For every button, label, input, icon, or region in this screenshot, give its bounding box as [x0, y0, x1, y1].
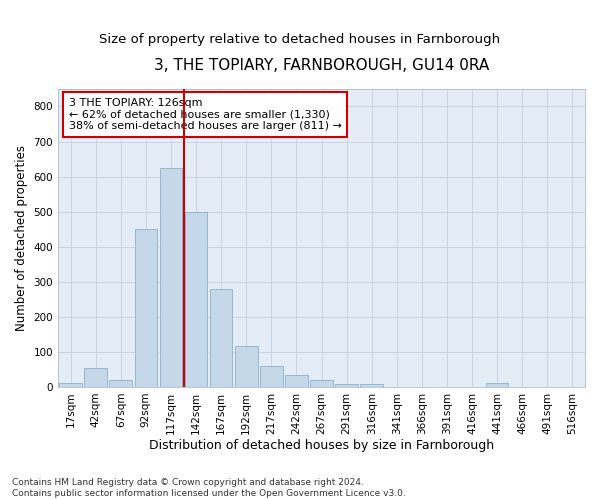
Bar: [260, 366, 283, 387]
Bar: [185, 212, 208, 387]
Bar: [59, 384, 82, 387]
Bar: [235, 346, 257, 387]
Bar: [85, 368, 107, 387]
Bar: [160, 168, 182, 387]
Title: 3, THE TOPIARY, FARNBOROUGH, GU14 0RA: 3, THE TOPIARY, FARNBOROUGH, GU14 0RA: [154, 58, 489, 72]
Bar: [285, 374, 308, 387]
Bar: [486, 384, 508, 387]
X-axis label: Distribution of detached houses by size in Farnborough: Distribution of detached houses by size …: [149, 440, 494, 452]
Bar: [134, 229, 157, 387]
Bar: [109, 380, 132, 387]
Text: Size of property relative to detached houses in Farnborough: Size of property relative to detached ho…: [100, 32, 500, 46]
Text: 3 THE TOPIARY: 126sqm
← 62% of detached houses are smaller (1,330)
38% of semi-d: 3 THE TOPIARY: 126sqm ← 62% of detached …: [68, 98, 341, 131]
Bar: [335, 384, 358, 387]
Bar: [210, 289, 232, 387]
Bar: [361, 384, 383, 387]
Text: Contains HM Land Registry data © Crown copyright and database right 2024.
Contai: Contains HM Land Registry data © Crown c…: [12, 478, 406, 498]
Bar: [310, 380, 333, 387]
Y-axis label: Number of detached properties: Number of detached properties: [15, 145, 28, 331]
